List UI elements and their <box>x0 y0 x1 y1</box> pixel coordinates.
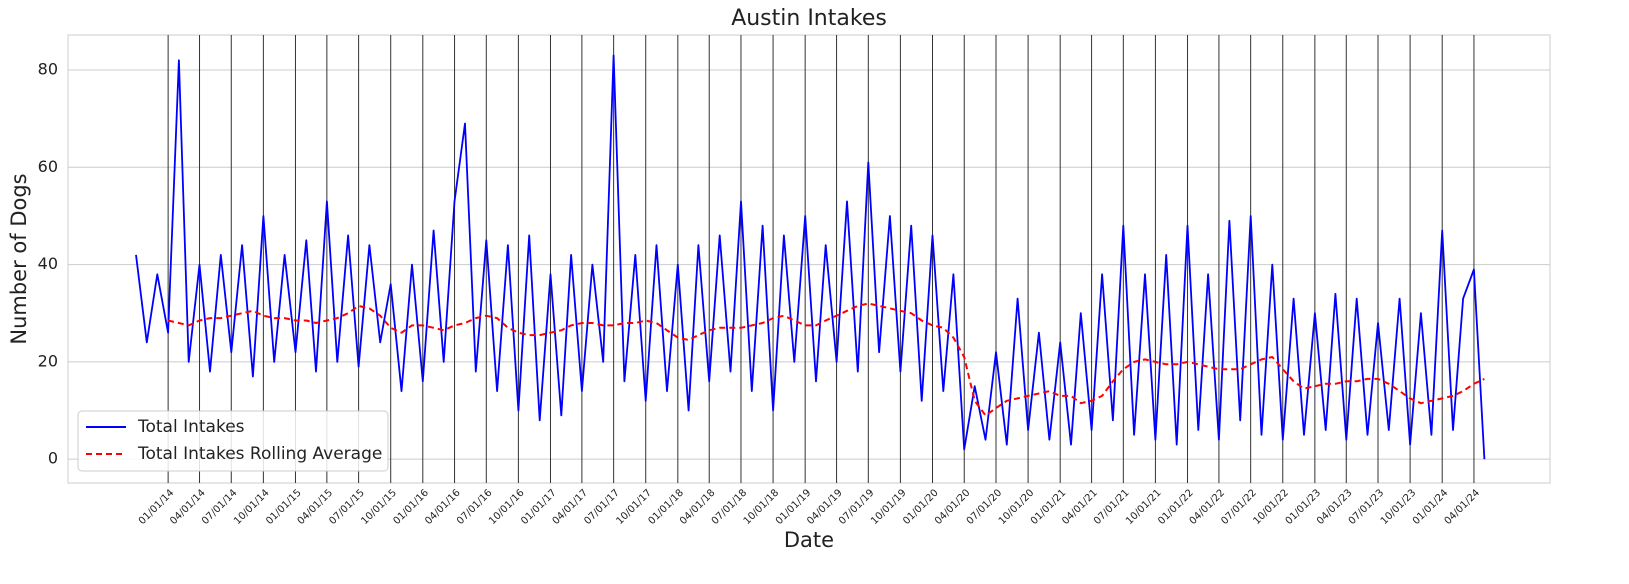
y-tick-label: 0 <box>48 449 58 468</box>
y-tick-label: 20 <box>38 351 58 370</box>
y-tick-label: 40 <box>38 254 58 273</box>
series-line <box>135 54 1486 460</box>
chart-title: Austin Intakes <box>731 6 887 31</box>
y-tick-label: 60 <box>38 157 58 176</box>
legend-label: Total Intakes <box>137 417 245 437</box>
plot-area <box>67 34 1551 484</box>
legend: Total Intakes Total Intakes Rolling Avera… <box>77 410 389 472</box>
legend-box <box>77 410 389 472</box>
y-axis-label: Number of Dogs <box>7 173 31 344</box>
y-tick-label: 80 <box>38 60 58 79</box>
legend-label: Total Intakes Rolling Average <box>137 444 382 464</box>
x-axis-label: Date <box>784 528 834 552</box>
series-line <box>167 302 1485 417</box>
